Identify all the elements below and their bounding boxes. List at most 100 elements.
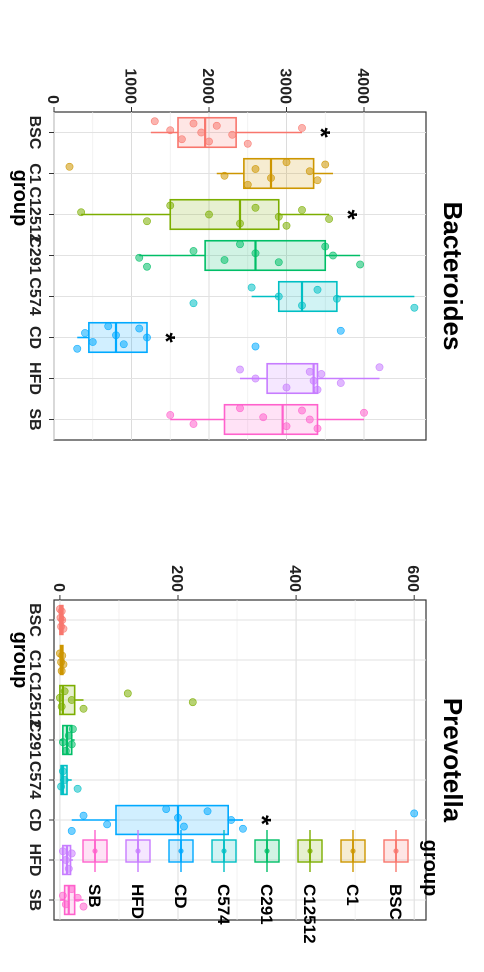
box-C1 <box>65 157 333 190</box>
data-point <box>58 738 67 747</box>
data-point <box>212 121 221 130</box>
data-point <box>73 344 82 353</box>
x-tick-label: C291 <box>26 236 43 274</box>
data-point <box>274 258 283 267</box>
legend-dot <box>307 848 313 854</box>
data-point <box>58 891 67 900</box>
x-tick-label: BSC <box>26 603 43 637</box>
data-point <box>162 805 171 813</box>
data-point <box>309 376 318 385</box>
data-point <box>205 137 213 146</box>
data-point <box>59 660 68 669</box>
panel-prevotella: 0 200 400 600BSCC1C12512C291C574*CDHFDSBPre… <box>26 565 468 921</box>
box-HFD <box>236 362 384 395</box>
data-point <box>104 322 113 331</box>
box-C291 <box>58 724 77 756</box>
x-tick-label: SB <box>26 408 43 430</box>
data-point <box>58 651 67 660</box>
shared-axis-labels: abundance group group <box>9 170 31 689</box>
data-point <box>174 813 182 822</box>
data-point <box>274 292 283 301</box>
significance-star: * <box>333 209 363 220</box>
x-tick-label: HFD <box>26 844 43 877</box>
data-point <box>57 782 65 791</box>
y-tick-label: 600 <box>404 565 421 592</box>
data-point <box>236 219 244 228</box>
data-point <box>58 767 67 776</box>
data-point <box>67 849 76 858</box>
data-point <box>321 242 330 251</box>
data-point <box>336 326 345 335</box>
box-iqr <box>223 403 319 436</box>
data-point <box>305 415 314 424</box>
data-point <box>251 165 260 173</box>
data-point <box>298 124 306 132</box>
x-axis-label-right: group <box>9 632 31 689</box>
data-point <box>103 820 112 829</box>
data-point <box>317 370 326 378</box>
y-tick-label: 200 <box>168 565 185 592</box>
data-point <box>79 704 88 713</box>
data-point <box>236 404 244 413</box>
box-C574 <box>189 280 419 313</box>
box-iqr <box>204 239 327 272</box>
data-point <box>166 126 175 135</box>
y-tick-label: 4000 <box>354 68 371 104</box>
legend-dot <box>221 848 227 854</box>
data-point <box>228 130 237 139</box>
data-point <box>189 247 198 255</box>
x-tick-label: C1 <box>26 163 43 184</box>
legend-entry-C1: C1 <box>340 830 366 906</box>
legend: group BSC C1 C12512 C291 C574 CD HFD SB <box>82 830 441 944</box>
data-point <box>305 167 314 176</box>
data-point <box>220 256 229 264</box>
x-tick-label: C12512 <box>26 186 43 242</box>
legend-label: C574 <box>214 884 233 925</box>
data-point <box>73 784 82 793</box>
data-point <box>57 607 66 616</box>
significance-star: * <box>247 815 277 826</box>
data-point <box>57 702 66 711</box>
data-point <box>313 176 322 185</box>
data-point <box>79 811 88 820</box>
plot-area <box>53 111 427 441</box>
data-point <box>68 725 77 733</box>
data-point <box>189 420 198 428</box>
data-point <box>360 408 368 417</box>
data-point <box>180 822 188 831</box>
panel-title: Prevotella <box>438 698 468 823</box>
data-point <box>77 208 86 217</box>
box-C291 <box>135 239 365 272</box>
data-point <box>81 329 89 337</box>
legend-label: CD <box>171 884 190 909</box>
box-iqr <box>115 804 229 836</box>
data-point <box>135 324 144 333</box>
data-point <box>298 206 306 214</box>
data-point <box>177 135 186 144</box>
x-tick-label: BSC <box>26 116 43 150</box>
data-point <box>410 809 419 818</box>
data-point <box>143 333 151 342</box>
data-point <box>282 383 291 392</box>
data-point <box>247 283 256 292</box>
data-point <box>236 240 244 249</box>
data-point <box>166 411 175 419</box>
data-point <box>336 379 345 387</box>
data-point <box>188 698 197 707</box>
data-point <box>58 847 67 856</box>
x-tick-label: C1 <box>26 650 43 671</box>
data-point <box>64 731 73 740</box>
y-tick-label: 0 <box>50 583 67 592</box>
y-tick-label: 1000 <box>122 68 139 104</box>
data-point <box>123 689 132 698</box>
data-point <box>298 301 306 310</box>
legend-dot <box>393 848 399 854</box>
legend-dot <box>92 848 98 854</box>
data-point <box>205 210 213 219</box>
data-point <box>197 128 206 137</box>
data-point <box>274 212 283 221</box>
data-point <box>236 365 244 374</box>
box-iqr <box>266 362 319 395</box>
box-iqr <box>243 157 315 190</box>
